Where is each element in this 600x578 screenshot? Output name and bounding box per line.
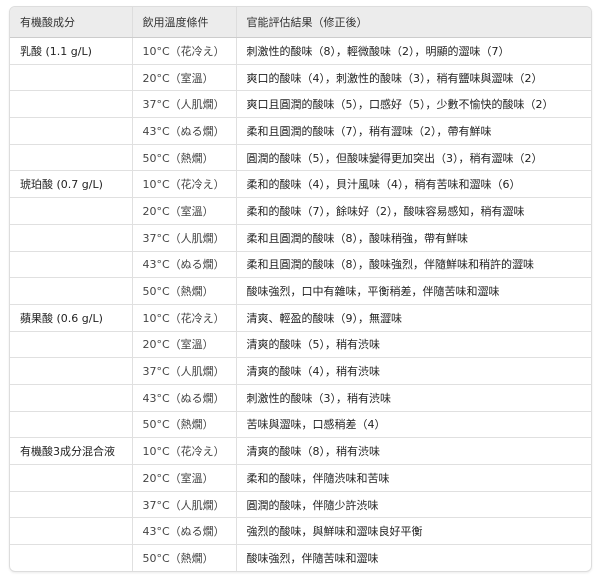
table-row: 20°C（室溫） 柔和的酸味，伴隨渋味和苦味 (10, 464, 591, 492)
acid-cell (10, 384, 133, 412)
result-cell: 柔和且圓潤的酸味（7），稍有澀味（2），帶有鮮味 (236, 117, 591, 145)
table-row: 蘋果酸 (0.6 g/L) 10°C（花冷え） 清爽、輕盈的酸味（9），無澀味 (10, 304, 591, 332)
result-cell: 酸味強烈，口中有雜味，平衡稍差，伴隨苦味和澀味 (236, 277, 591, 305)
table-row: 37°C（人肌燗） 圓潤的酸味，伴隨少許渋味 (10, 491, 591, 519)
result-cell: 清爽的酸味（8），稍有渋味 (236, 437, 591, 465)
table-row: 37°C（人肌燗） 爽口且圓潤的酸味（5），口感好（5），少數不愉快的酸味（2） (10, 90, 591, 119)
result-cell: 柔和的酸味（7），餘味好（2），酸味容易感知，稍有澀味 (236, 197, 591, 225)
header-row: 有機酸成分 飲用溫度條件 官能評估結果（修正後） (10, 7, 591, 38)
acid-cell: 琥珀酸 (0.7 g/L) (10, 170, 133, 199)
temperature-cell: 37°C（人肌燗） (132, 357, 237, 385)
temperature-cell: 50°C（熱燗） (132, 277, 237, 305)
table-row: 43°C（ぬる燗） 柔和且圓潤的酸味（8），酸味強烈，伴隨鮮味和稍許的澀味 (10, 251, 591, 279)
temperature-cell: 37°C（人肌燗） (132, 491, 237, 519)
temperature-cell: 20°C（室溫） (132, 464, 237, 492)
acid-cell (10, 357, 133, 385)
table-row: 50°C（熱燗） 圓潤的酸味（5），但酸味變得更加突出（3），稍有澀味（2） (10, 144, 591, 172)
acid-cell (10, 464, 133, 492)
result-cell: 圓潤的酸味，伴隨少許渋味 (236, 491, 591, 519)
table-row: 43°C（ぬる燗） 刺激性的酸味（3），稍有渋味 (10, 384, 591, 412)
evaluation-table: 有機酸成分 飲用溫度條件 官能評估結果（修正後） 乳酸 (1.1 g/L) 10°… (10, 7, 591, 571)
result-cell: 刺激性的酸味（8），輕微酸味（2），明顯的澀味（7） (236, 37, 591, 65)
temperature-cell: 50°C（熱燗） (132, 544, 237, 571)
temperature-cell: 20°C（室溫） (132, 64, 237, 92)
acid-cell (10, 251, 133, 279)
result-cell: 清爽、輕盈的酸味（9），無澀味 (236, 304, 591, 332)
result-cell: 爽口且圓潤的酸味（5），口感好（5），少數不愉快的酸味（2） (236, 90, 591, 119)
temperature-cell: 10°C（花冷え） (132, 37, 237, 65)
temperature-cell: 50°C（熱燗） (132, 411, 237, 439)
table-row: 50°C（熱燗） 苦味與澀味，口感稍差（4） (10, 411, 591, 439)
temperature-cell: 10°C（花冷え） (132, 437, 237, 465)
table-row: 有機酸3成分混合液 10°C（花冷え） 清爽的酸味（8），稍有渋味 (10, 437, 591, 465)
result-cell: 圓潤的酸味（5），但酸味變得更加突出（3），稍有澀味（2） (236, 144, 591, 172)
result-cell: 柔和的酸味（4），貝汁風味（4），稍有苦味和澀味（6） (236, 170, 591, 199)
result-cell: 清爽的酸味（4），稍有渋味 (236, 357, 591, 385)
result-cell: 柔和且圓潤的酸味（8），酸味強烈，伴隨鮮味和稍許的澀味 (236, 251, 591, 279)
temperature-cell: 20°C（室溫） (132, 197, 237, 225)
table-row: 乳酸 (1.1 g/L) 10°C（花冷え） 刺激性的酸味（8），輕微酸味（2），明… (10, 37, 591, 65)
acid-cell: 乳酸 (1.1 g/L) (10, 37, 133, 65)
table-row: 琥珀酸 (0.7 g/L) 10°C（花冷え） 柔和的酸味（4），貝汁風味（4），稍… (10, 170, 591, 199)
header-acid: 有機酸成分 (10, 7, 133, 38)
temperature-cell: 50°C（熱燗） (132, 144, 237, 172)
evaluation-table-container: 有機酸成分 飲用溫度條件 官能評估結果（修正後） 乳酸 (1.1 g/L) 10°… (9, 6, 592, 572)
temperature-cell: 43°C（ぬる燗） (132, 117, 237, 145)
table-row: 20°C（室溫） 爽口的酸味（4），刺激性的酸味（3），稍有鹽味與澀味（2） (10, 64, 591, 92)
temperature-cell: 43°C（ぬる燗） (132, 517, 237, 546)
table-row: 37°C（人肌燗） 柔和且圓潤的酸味（8），酸味稍強，帶有鮮味 (10, 224, 591, 252)
result-cell: 柔和且圓潤的酸味（8），酸味稍強，帶有鮮味 (236, 224, 591, 252)
temperature-cell: 37°C（人肌燗） (132, 224, 237, 252)
result-cell: 苦味與澀味，口感稍差（4） (236, 411, 591, 439)
acid-cell (10, 90, 133, 119)
result-cell: 爽口的酸味（4），刺激性的酸味（3），稍有鹽味與澀味（2） (236, 64, 591, 92)
acid-cell (10, 224, 133, 252)
header-result: 官能評估結果（修正後） (236, 7, 591, 38)
table-row: 20°C（室溫） 清爽的酸味（5），稍有渋味 (10, 331, 591, 359)
table-row: 43°C（ぬる燗） 柔和且圓潤的酸味（7），稍有澀味（2），帶有鮮味 (10, 117, 591, 145)
header-temperature: 飲用溫度條件 (132, 7, 237, 38)
acid-cell (10, 331, 133, 359)
table-row: 50°C（熱燗） 酸味強烈，口中有雜味，平衡稍差，伴隨苦味和澀味 (10, 277, 591, 305)
table-row: 43°C（ぬる燗） 強烈的酸味，與鮮味和澀味良好平衡 (10, 517, 591, 546)
temperature-cell: 43°C（ぬる燗） (132, 384, 237, 412)
result-cell: 清爽的酸味（5），稍有渋味 (236, 331, 591, 359)
temperature-cell: 37°C（人肌燗） (132, 90, 237, 119)
acid-cell (10, 491, 133, 519)
acid-cell (10, 144, 133, 172)
table-row: 37°C（人肌燗） 清爽的酸味（4），稍有渋味 (10, 357, 591, 385)
temperature-cell: 43°C（ぬる燗） (132, 251, 237, 279)
acid-cell (10, 544, 133, 571)
table-row: 50°C（熱燗） 酸味強烈，伴隨苦味和澀味 (10, 544, 591, 571)
temperature-cell: 10°C（花冷え） (132, 170, 237, 199)
result-cell: 強烈的酸味，與鮮味和澀味良好平衡 (236, 517, 591, 546)
acid-cell (10, 277, 133, 305)
result-cell: 刺激性的酸味（3），稍有渋味 (236, 384, 591, 412)
acid-cell: 有機酸3成分混合液 (10, 437, 133, 465)
temperature-cell: 10°C（花冷え） (132, 304, 237, 332)
acid-cell (10, 117, 133, 145)
acid-cell (10, 197, 133, 225)
table-row: 20°C（室溫） 柔和的酸味（7），餘味好（2），酸味容易感知，稍有澀味 (10, 197, 591, 225)
acid-cell (10, 64, 133, 92)
temperature-cell: 20°C（室溫） (132, 331, 237, 359)
result-cell: 柔和的酸味，伴隨渋味和苦味 (236, 464, 591, 492)
result-cell: 酸味強烈，伴隨苦味和澀味 (246, 551, 379, 565)
acid-cell (10, 411, 133, 439)
acid-cell: 蘋果酸 (0.6 g/L) (10, 304, 133, 332)
acid-cell (10, 517, 133, 546)
